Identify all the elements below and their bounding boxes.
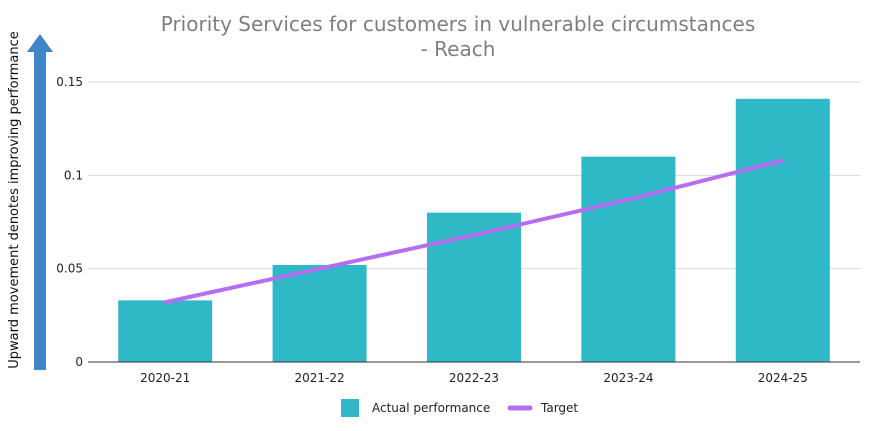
x-tick-label: 2021-22 [295,371,345,385]
y-tick-label: 0.15 [56,75,83,89]
upward-arrow-head-icon [27,34,53,52]
x-tick-label: 2020-21 [140,371,190,385]
y-axis-label: Upward movement denotes improving perfor… [7,31,22,368]
bar-2023-24 [581,156,676,362]
legend-target-label: Target [540,401,578,415]
chart-title: Priority Services for customers in vulne… [161,12,755,36]
x-tick-label: 2024-25 [758,371,808,385]
legend-actual-label: Actual performance [372,401,490,415]
bars-layer: 2020-21 2021-22 2022-23 2023-24 2024-25 [118,98,830,385]
upward-arrow-shaft [34,52,46,370]
bar-2021-22 [272,264,367,362]
y-tick-label: 0.1 [64,168,83,182]
target-line [163,158,785,305]
x-tick-label: 2022-23 [449,371,499,385]
legend-actual-swatch [341,399,359,417]
chart-subtitle: - Reach [421,37,496,61]
bar-2022-23 [427,212,521,362]
legend: Actual performance Target [341,399,578,417]
target-line-layer [163,158,785,305]
y-tick-label: 0.05 [56,262,83,276]
y-tick-label: 0 [75,355,83,369]
bar-2020-21 [118,300,213,362]
x-tick-label: 2023-24 [603,371,653,385]
bar-2024-25 [735,98,830,363]
y-axis-label-group: Upward movement denotes improving perfor… [7,31,53,370]
